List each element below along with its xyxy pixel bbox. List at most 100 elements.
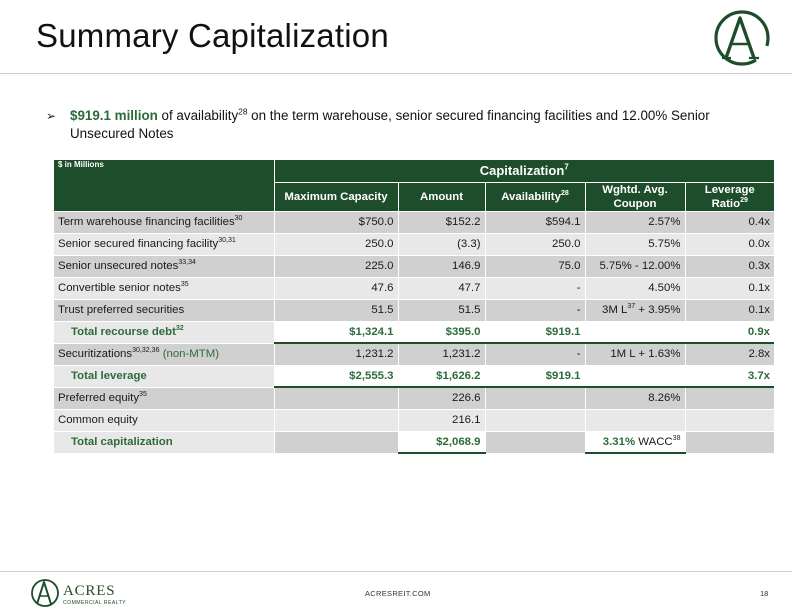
row-label: Common equity	[58, 414, 138, 426]
table-cell	[273, 387, 398, 410]
table-cell	[584, 409, 685, 432]
table-cell: 75.0	[484, 255, 585, 278]
table-row: Convertible senior notes35 47.6 47.7-4.50%…	[54, 277, 774, 300]
table-row: Term warehouse financing facilities30 $75…	[54, 211, 774, 234]
table-cell: 226.6	[397, 387, 485, 410]
table-row: Senior unsecured notes33,34 225.0 146.9 75.…	[54, 255, 774, 278]
column-header-label: Leverage Ratio	[704, 183, 755, 210]
table-cell: 250.0	[273, 233, 398, 256]
footer-logo-word: ACRES	[63, 583, 115, 599]
table-cell: -	[484, 277, 585, 300]
column-header-label: Amount	[419, 190, 464, 203]
bullet-footnote: 28	[238, 106, 248, 117]
row-label-cell: Total leverage	[54, 365, 274, 388]
table-row: Total leverage $2,555.3 $1,626.2 $919.1 3.7x	[54, 365, 774, 388]
table-row: Total recourse debt32 $1,324.1 $395.0 $919.…	[54, 321, 774, 344]
table-cell: 3.7x	[684, 365, 774, 388]
page-title: Summary Capitalization	[36, 17, 389, 54]
table-cell	[684, 431, 774, 454]
acres-monogram-icon	[31, 579, 59, 607]
row-label-cell: Convertible senior notes35	[54, 277, 274, 300]
row-label: Senior secured financing facility	[58, 238, 219, 250]
table-cell: 225.0	[273, 255, 398, 278]
table-cell: 0.1x	[684, 299, 774, 322]
table-cell: 51.5	[273, 299, 398, 322]
footer-divider	[0, 571, 792, 572]
row-label-cell: Trust preferred securities	[54, 299, 274, 322]
row-label: Total capitalization	[71, 436, 173, 448]
table-cell: 0.9x	[684, 321, 774, 344]
bullet-text-a: of availability	[157, 108, 239, 123]
column-header: Leverage Ratio29	[684, 182, 774, 212]
table-cell: 5.75%	[584, 233, 685, 256]
table-cell: $1,626.2	[397, 365, 485, 388]
row-label-cell: Total recourse debt32	[54, 321, 274, 344]
table-cell: $1,324.1	[273, 321, 398, 344]
column-header-footnote: 28	[560, 189, 569, 197]
row-footnote: 35	[180, 281, 189, 289]
row-footnote: 30,31	[218, 237, 236, 245]
bullet-text-b: on the term warehouse, senior secured fi…	[70, 108, 710, 141]
column-header-label: Availability	[501, 190, 561, 203]
row-note: (non-MTM)	[162, 348, 220, 360]
table-cell: (3.3)	[397, 233, 485, 256]
table-cell	[584, 321, 685, 344]
table-cell: $395.0	[397, 321, 485, 344]
capitalization-table: $ in Millions Capitalization7 Maximum Ca…	[54, 160, 774, 454]
table-cell: 146.9	[397, 255, 485, 278]
table-cell: 1,231.2	[397, 343, 485, 366]
table-cell: 2.57%	[584, 211, 685, 234]
table-group-title: Capitalization7	[274, 160, 774, 183]
row-label: Securitizations	[58, 348, 133, 360]
column-header: Maximum Capacity	[273, 182, 398, 212]
table-cell	[273, 409, 398, 432]
row-label: Senior unsecured notes	[58, 260, 179, 272]
table-cell: 8.26%	[584, 387, 685, 410]
acres-logo-icon	[714, 10, 770, 66]
unit-label: $ in Millions	[54, 160, 275, 212]
arrowhead-bullet-icon: ➢	[46, 109, 57, 123]
table-body: Term warehouse financing facilities30 $75…	[54, 211, 774, 454]
row-label: Total leverage	[71, 370, 147, 382]
table-cell: 0.3x	[684, 255, 774, 278]
page-number: 18	[760, 589, 769, 598]
column-header: Amount	[397, 182, 485, 212]
table-cell: 4.50%	[584, 277, 685, 300]
title-divider	[0, 73, 792, 74]
row-label: Convertible senior notes	[58, 282, 181, 294]
column-header-row: Maximum Capacity Amount Availability28 Wght…	[54, 182, 774, 212]
table-cell: 5.75% - 12.00%	[584, 255, 685, 278]
column-header: Wghtd. Avg. Coupon	[584, 182, 685, 212]
row-footnote: 30	[234, 215, 243, 223]
table-cell: 47.6	[273, 277, 398, 300]
table-row: Preferred equity35 226.6 8.26%	[54, 387, 774, 410]
table-cell: 0.1x	[684, 277, 774, 300]
table-cell: 250.0	[484, 233, 585, 256]
row-label: Preferred equity	[58, 392, 140, 404]
row-label-cell: Senior unsecured notes33,34	[54, 255, 274, 278]
table-cell: $152.2	[397, 211, 485, 234]
row-label: Total recourse debt	[71, 326, 176, 338]
table-row: Total capitalization $2,068.9 3.31% WACC38	[54, 431, 774, 454]
row-footnote: 35	[139, 391, 147, 399]
footer-url[interactable]: ACRESREIT.COM	[365, 589, 431, 598]
row-label-cell: Term warehouse financing facilities30	[54, 211, 274, 234]
table-cell: $750.0	[273, 211, 398, 234]
row-label-cell: Senior secured financing facility30,31	[54, 233, 274, 256]
table-cell: $2,068.9	[397, 431, 485, 454]
row-label-cell: Preferred equity35	[54, 387, 274, 410]
table-row: Senior secured financing facility30,31 25…	[54, 233, 774, 256]
bullet-highlight: $919.1 million	[70, 108, 158, 123]
table-row: Common equity 216.1	[54, 409, 774, 432]
table-cell	[584, 365, 685, 388]
column-header-footnote: 29	[740, 196, 748, 204]
table-cell: $919.1	[484, 365, 585, 388]
footer-logo-sub: COMMERCIAL REALTY	[63, 600, 126, 606]
table-cell	[684, 409, 774, 432]
row-label: Trust preferred securities	[58, 304, 185, 316]
table-cell: 2.8x	[684, 343, 774, 366]
table-cell: 51.5	[397, 299, 485, 322]
group-title-text: Capitalization	[479, 163, 565, 179]
acres-footer-logo: ACRES COMMERCIAL REALTY	[31, 579, 126, 607]
table-row: Trust preferred securities 51.5 51.5-3M L3…	[54, 299, 774, 322]
